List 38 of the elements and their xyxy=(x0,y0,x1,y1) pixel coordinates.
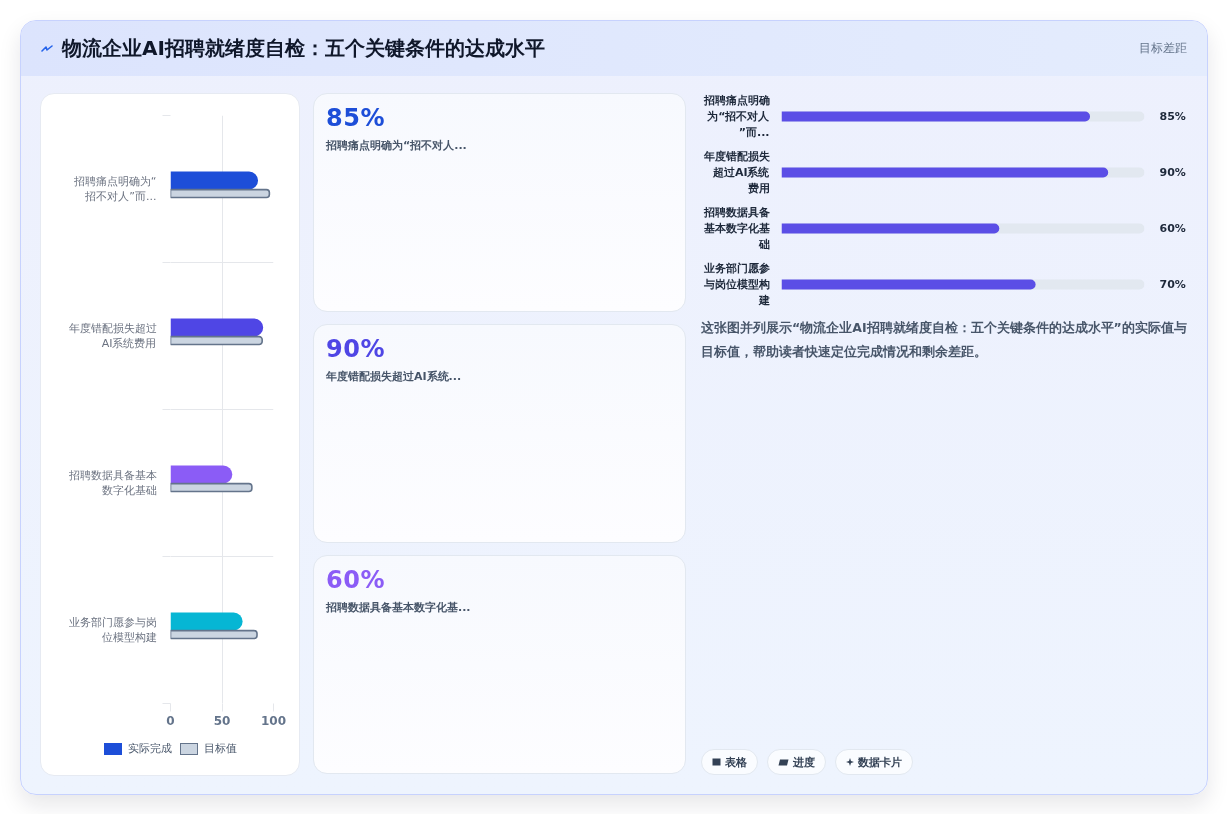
y-tick-label: 年度错配损失超过AI系统费用 xyxy=(702,150,771,195)
legend-label: 实际完成 xyxy=(127,741,172,756)
data-label: 60% xyxy=(1159,222,1186,235)
y-tick-label: 业务部门愿参与岗位模型构建 xyxy=(702,262,770,307)
legend-label: 目标值 xyxy=(203,741,237,756)
legend: 实际完成 目标值 xyxy=(41,741,299,756)
x-tick-label: 0 xyxy=(166,713,175,728)
chart-title: 目标差距 xyxy=(1139,40,1187,57)
bar xyxy=(170,612,243,631)
bar xyxy=(170,318,264,337)
text: 数据卡片 xyxy=(858,754,902,770)
text: 进度 xyxy=(793,754,815,770)
data-label: 90% xyxy=(1159,166,1186,179)
text: 85% xyxy=(326,104,385,132)
bar xyxy=(170,629,258,640)
bar xyxy=(170,482,253,493)
bar xyxy=(170,465,233,484)
bar xyxy=(170,188,271,199)
data-label: 70% xyxy=(1159,278,1186,291)
y-tick-label: 业务部门愿参与岗位模型构建 xyxy=(68,615,157,645)
x-tick-label: 50 xyxy=(213,713,231,728)
bar xyxy=(170,171,259,190)
y-tick-label: 招聘数据具备基本数字化基础 xyxy=(702,206,770,251)
text: 90% xyxy=(326,335,385,363)
y-tick-label: 招聘痛点明确为“招不对人”而... xyxy=(72,174,157,204)
category-label: 年度错配损失超过AI系统... xyxy=(326,369,462,384)
category-label: 招聘痛点明确为“招不对人... xyxy=(326,138,467,153)
text: 60% xyxy=(326,566,385,594)
data-label: 85% xyxy=(1159,110,1186,123)
text: 这张图并列展示“物流企业AI招聘就绪度自检：五个关键条件的达成水平”的实际值与目标值，帮助读者快速定位完成情况和剩余差距。 xyxy=(701,319,1187,361)
y-tick-label: 招聘痛点明确为“招不对人”而... xyxy=(702,94,771,139)
text: 表格 xyxy=(725,754,747,770)
x-tick-label: 100 xyxy=(260,713,287,728)
bar xyxy=(170,335,263,346)
category-label: 招聘数据具备基本数字化基... xyxy=(326,600,471,615)
chart-title: 物流企业AI招聘就绪度自检：五个关键条件的达成水平 xyxy=(62,35,545,62)
y-tick-label: 招聘数据具备基本数字化基础 xyxy=(67,468,157,498)
y-tick-label: 年度错配损失超过AI系统费用 xyxy=(68,321,157,351)
